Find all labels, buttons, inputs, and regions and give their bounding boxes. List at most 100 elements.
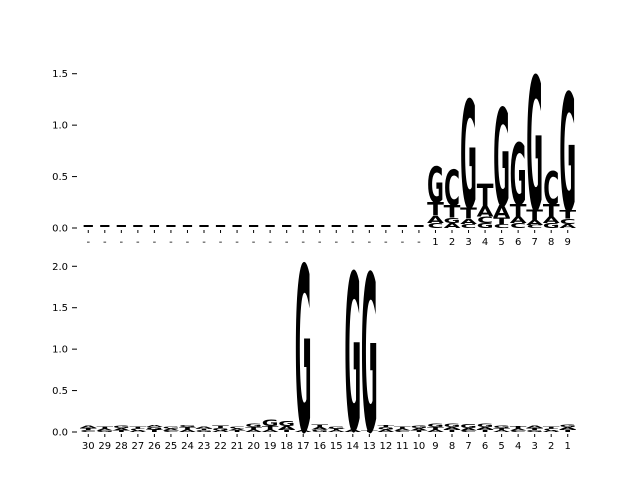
logo-letter: G xyxy=(344,231,361,480)
logo-letter-glyph: G xyxy=(444,423,461,428)
logo-letter: A xyxy=(262,429,279,433)
logo-letter-glyph: C xyxy=(461,430,477,433)
logo-letter: G xyxy=(559,424,576,428)
logo-letter: T xyxy=(444,202,461,222)
logo-letter-glyph: G xyxy=(444,216,461,224)
y-tick-label: 1.5 xyxy=(52,303,68,314)
logo-letter: T xyxy=(427,200,444,221)
logo-letter: C xyxy=(543,428,559,431)
logo-letter-glyph: G xyxy=(559,424,576,428)
x-tick-label: 17 xyxy=(297,441,310,452)
logo-letter: T xyxy=(229,430,246,433)
logo-letter-glyph: T xyxy=(543,201,560,221)
logo-letter: G xyxy=(444,216,461,224)
logo-letter-glyph: T xyxy=(477,429,494,433)
logo-letter-glyph: G xyxy=(278,420,295,428)
x-tick-label: 7 xyxy=(531,237,537,248)
logo-letter: A xyxy=(526,218,543,226)
logo-letter-glyph: A xyxy=(526,425,543,429)
logo-letter-glyph: T xyxy=(559,208,576,222)
logo-letter: T xyxy=(477,178,494,215)
logo-letter: G xyxy=(278,420,295,428)
logo-letter-glyph: A xyxy=(113,427,130,431)
logo-letter: T xyxy=(96,427,113,430)
logo-letter-glyph: T xyxy=(278,429,295,433)
logo-letter-glyph: G xyxy=(113,425,130,429)
logo-letter-glyph: A xyxy=(543,430,560,433)
logo-letter-glyph: T xyxy=(411,430,428,433)
logo-letter-glyph: A xyxy=(278,425,296,430)
x-tick-label: 2 xyxy=(548,441,554,452)
logo-letter-glyph: A xyxy=(245,429,262,433)
x-tick-label: - xyxy=(351,237,355,248)
x-tick-label: 21 xyxy=(231,441,244,452)
x-tick-label: 14 xyxy=(346,441,359,452)
logo-letter-glyph: T xyxy=(262,426,279,431)
x-tick-label: 27 xyxy=(131,441,144,452)
x-tick-label: 22 xyxy=(214,441,227,452)
logo-letter-glyph: A xyxy=(510,428,527,431)
x-tick-label: - xyxy=(252,237,256,248)
logo-letter-glyph: A xyxy=(427,429,444,433)
y-tick-label: 1.0 xyxy=(52,345,68,356)
x-tick-label: 10 xyxy=(413,441,426,452)
logo-letter-glyph: C xyxy=(477,215,493,225)
logo-letter-glyph: C xyxy=(130,428,146,431)
gap-dash xyxy=(414,225,424,227)
logo-letter: T xyxy=(378,425,395,428)
gap-dash xyxy=(199,225,209,227)
logo-letter: A xyxy=(245,429,262,433)
logo-letter: A xyxy=(96,428,113,431)
logo-letter: T xyxy=(113,430,130,433)
logo-letter: A xyxy=(278,425,296,430)
logo-letter-glyph: A xyxy=(96,428,113,431)
x-tick-label: 16 xyxy=(313,441,326,452)
x-tick-label: - xyxy=(202,237,206,248)
logo-letter-glyph: T xyxy=(460,204,477,222)
x-tick-label: 20 xyxy=(247,441,260,452)
logo-letter-glyph: G xyxy=(245,423,262,428)
logo-letter: A xyxy=(559,426,576,430)
logo-letter-glyph: A xyxy=(477,204,495,220)
logo-letter-glyph: C xyxy=(543,164,559,216)
y-tick-label: 0.5 xyxy=(52,386,68,397)
x-tick-label: 3 xyxy=(531,441,537,452)
logo-letter-glyph: A xyxy=(493,430,510,433)
logo-letter: G xyxy=(559,62,576,250)
logo-letter: G xyxy=(245,423,262,428)
logo-letter: T xyxy=(543,201,560,221)
logo-letter: A xyxy=(427,429,444,433)
x-tick-label: 1 xyxy=(565,441,571,452)
y-tick-label: 0.5 xyxy=(52,172,68,183)
gap-dash xyxy=(133,225,143,227)
logo-letter: G xyxy=(477,222,494,230)
logo-letter-glyph: T xyxy=(559,429,576,433)
x-tick-label: 8 xyxy=(548,237,554,248)
logo-letter-glyph: G xyxy=(477,423,494,428)
logo-letter: T xyxy=(493,217,510,227)
x-tick-label: 5 xyxy=(498,441,504,452)
logo-letter: A xyxy=(543,215,560,225)
logo-letter: A xyxy=(526,425,543,429)
gap-dash xyxy=(282,225,292,227)
logo-letter: G xyxy=(377,426,394,430)
logo-letter-glyph: G xyxy=(526,39,543,253)
x-tick-label: 23 xyxy=(198,441,211,452)
logo-letter: A xyxy=(113,427,130,431)
logo-letter: C xyxy=(229,427,245,430)
x-tick-label: 9 xyxy=(432,441,438,452)
logo-letter-glyph: A xyxy=(543,215,560,225)
logo-letter: T xyxy=(460,204,477,222)
logo-letter: A xyxy=(196,427,213,430)
y-tick-label: 1.5 xyxy=(52,69,68,80)
logo-letter: C xyxy=(477,215,493,225)
x-tick-label: 12 xyxy=(379,441,392,452)
logo-letter: G xyxy=(427,157,444,215)
y-tick-label: 0.0 xyxy=(52,428,68,439)
gap-dash xyxy=(364,225,374,227)
x-tick-label: 8 xyxy=(449,441,455,452)
logo-letter-glyph: A xyxy=(162,428,179,431)
x-tick-label: 2 xyxy=(449,237,455,248)
gap-dash xyxy=(331,225,341,227)
